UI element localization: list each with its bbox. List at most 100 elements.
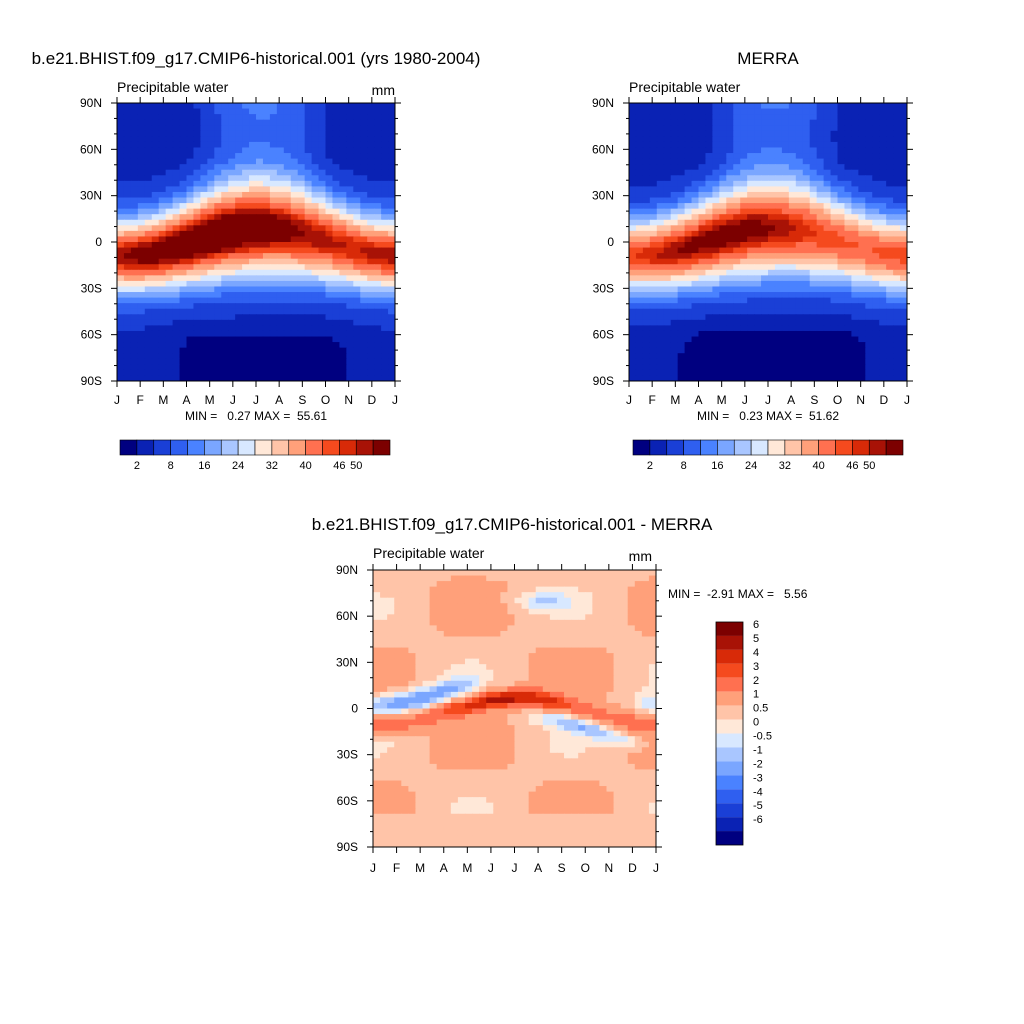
- heatmap-cell: [549, 592, 558, 599]
- heatmap-cell: [325, 336, 334, 343]
- heatmap-cell: [318, 308, 327, 315]
- heatmap-cell: [795, 147, 804, 154]
- heatmap-cell: [879, 164, 887, 171]
- heatmap-cell: [886, 191, 894, 199]
- heatmap-cell: [684, 358, 693, 365]
- heatmap-cell: [318, 364, 327, 371]
- heatmap-cell: [627, 581, 636, 588]
- heatmap-cell: [761, 130, 769, 137]
- heatmap-cell: [719, 264, 727, 271]
- heatmap-cell: [788, 169, 797, 176]
- heatmap-cell: [367, 269, 375, 276]
- heatmap-cell: [613, 614, 622, 621]
- heatmap-cell: [172, 353, 181, 360]
- heatmap-cell: [830, 164, 839, 171]
- heatmap-cell: [893, 319, 901, 326]
- heatmap-cell: [592, 619, 600, 626]
- heatmap-cell: [698, 242, 707, 249]
- heatmap-cell: [436, 642, 445, 649]
- heatmap-cell: [311, 114, 320, 121]
- heatmap-cell: [802, 264, 811, 271]
- heatmap-cell: [754, 175, 762, 182]
- heatmap-cell: [486, 603, 494, 610]
- heatmap-cell: [809, 191, 818, 199]
- heatmap-cell: [221, 158, 229, 165]
- heatmap-cell: [479, 669, 487, 676]
- heatmap-cell: [276, 103, 285, 110]
- heatmap-cell: [290, 130, 299, 137]
- heatmap-cell: [221, 214, 229, 221]
- heatmap-cell: [235, 314, 243, 321]
- heatmap-cell: [304, 242, 313, 249]
- heatmap-cell: [677, 103, 686, 110]
- heatmap-cell: [374, 280, 382, 288]
- heatmap-cell: [360, 164, 368, 171]
- heatmap-cell: [698, 308, 707, 315]
- heatmap-cell: [879, 108, 887, 115]
- heatmap-cell: [200, 325, 208, 332]
- colorbar-swatch: [237, 439, 256, 456]
- heatmap-cell: [642, 108, 651, 115]
- heatmap-cell: [677, 369, 686, 377]
- heatmap-cell: [858, 364, 866, 371]
- heatmap-cell: [788, 242, 797, 249]
- heatmap-cell: [851, 280, 859, 288]
- heatmap-cell: [346, 180, 354, 187]
- heatmap-cell: [712, 325, 720, 332]
- heatmap-cell: [528, 603, 537, 610]
- heatmap-cell: [613, 664, 622, 671]
- heatmap-cell: [117, 197, 125, 204]
- heatmap-cell: [900, 147, 907, 154]
- heatmap-cell: [235, 175, 243, 182]
- heatmap-cell: [564, 664, 572, 671]
- heatmap-cell: [158, 136, 167, 143]
- heatmap-cell: [318, 130, 327, 137]
- heatmap-cell: [429, 669, 438, 676]
- heatmap-cell: [388, 164, 395, 171]
- heatmap-cell: [733, 153, 741, 160]
- heatmap-cell: [443, 653, 452, 660]
- heatmap-cell: [691, 153, 700, 160]
- heatmap-cell: [443, 636, 452, 643]
- heatmap-cell: [740, 358, 748, 365]
- heatmap-cell: [670, 347, 679, 354]
- heatmap-cell: [214, 175, 222, 182]
- heatmap-cell: [823, 236, 832, 243]
- heatmap-cell: [571, 597, 579, 604]
- heatmap-cell: [297, 186, 306, 193]
- heatmap-cell: [893, 236, 901, 243]
- heatmap-cell: [844, 164, 852, 171]
- heatmap-cell: [712, 125, 720, 132]
- heatmap-cell: [221, 353, 229, 360]
- heatmap-cell: [137, 136, 146, 143]
- heatmap-cell: [851, 230, 859, 238]
- heatmap-cell: [754, 286, 762, 293]
- heatmap-cell: [886, 103, 894, 110]
- heatmap-cell: [374, 275, 382, 282]
- heatmap-cell: [242, 158, 250, 165]
- heatmap-cell: [500, 597, 509, 604]
- heatmap-cell: [802, 347, 811, 354]
- heatmap-cell: [634, 592, 643, 599]
- heatmap-cell: [542, 669, 551, 676]
- heatmap-cell: [290, 242, 299, 249]
- heatmap-cell: [346, 275, 354, 282]
- heatmap-cell: [851, 375, 859, 381]
- heatmap-cell: [214, 114, 222, 121]
- heatmap-cell: [332, 130, 340, 137]
- heatmap-cell: [388, 114, 395, 121]
- heatmap-cell: [193, 136, 201, 143]
- heatmap-cell: [578, 570, 586, 577]
- heatmap-cell: [117, 280, 125, 288]
- heatmap-cell: [221, 203, 229, 210]
- heatmap-cell: [249, 308, 257, 315]
- heatmap-cell: [837, 164, 846, 171]
- heatmap-cell: [374, 164, 382, 171]
- heatmap-cell: [290, 225, 299, 232]
- heatmap-cell: [893, 314, 901, 321]
- heatmap-cell: [332, 219, 340, 226]
- heatmap-cell: [242, 230, 250, 238]
- heatmap-cell: [649, 208, 658, 215]
- heatmap-cell: [249, 280, 257, 288]
- heatmap-cell: [318, 180, 327, 187]
